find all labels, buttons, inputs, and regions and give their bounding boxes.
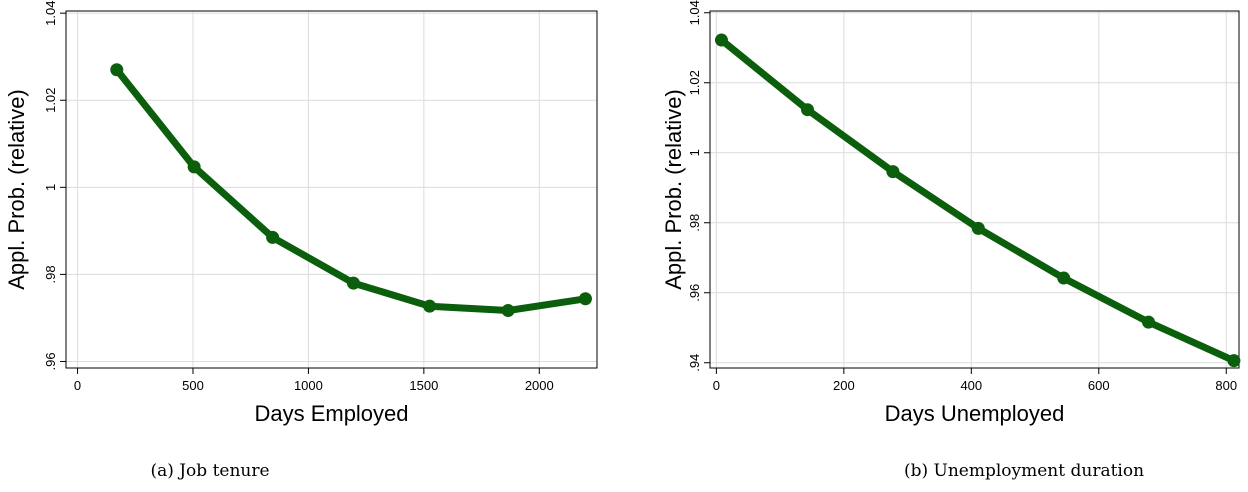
y-tick-label: .96 <box>687 284 702 302</box>
y-tick-label: .96 <box>43 352 58 370</box>
data-point <box>110 63 124 77</box>
x-tick-label: 400 <box>960 378 982 393</box>
data-point <box>1141 315 1155 329</box>
chart-job-tenure: 0 500 1000 1500 2000 .96 .98 1 1.02 1.04 Days Empl… <box>4 1 598 481</box>
data-point <box>578 292 592 306</box>
data-point <box>501 304 515 318</box>
y-tick-label: .94 <box>687 354 702 372</box>
data-point <box>971 221 985 235</box>
y-tick-label: 1.04 <box>687 0 702 25</box>
data-point <box>1057 271 1071 285</box>
x-tick-label: 500 <box>182 378 204 393</box>
data-point <box>1227 354 1241 368</box>
series-line <box>718 36 1238 365</box>
y-axis-title: Appl. Prob. (relative) <box>661 89 686 290</box>
x-tick-label: 0 <box>74 378 81 393</box>
y-axis-title: Appl. Prob. (relative) <box>4 89 29 290</box>
data-point <box>801 103 815 117</box>
x-tick-label: 0 <box>713 378 720 393</box>
data-point <box>423 299 437 313</box>
x-tick-label: 800 <box>1215 378 1237 393</box>
y-tick-label: 1.04 <box>43 1 58 26</box>
plot-frame <box>65 10 598 369</box>
y-tick-label: .98 <box>687 214 702 232</box>
data-point <box>714 33 728 47</box>
x-tick-label: 1500 <box>409 378 438 393</box>
data-point <box>266 230 280 244</box>
data-point <box>187 160 201 174</box>
x-tick-label: 600 <box>1088 378 1110 393</box>
y-tick-label: 1 <box>687 149 702 156</box>
subfigure-caption: (b) Unemployment duration <box>904 461 1144 481</box>
chart-unemployment-duration: 0 200 400 600 800 .94 .96 .98 1 1.02 1.04 Days Unem… <box>661 0 1241 481</box>
y-tick-label: 1.02 <box>43 88 58 113</box>
data-point <box>886 165 900 179</box>
x-tick-label: 1000 <box>294 378 323 393</box>
data-point <box>346 276 360 290</box>
y-tick-label: .98 <box>43 265 58 283</box>
x-axis-title: Days Employed <box>254 401 408 426</box>
x-tick-label: 2000 <box>525 378 554 393</box>
y-tick-label: 1.02 <box>687 70 702 95</box>
plot-frame <box>709 10 1240 369</box>
subfigure-caption: (a) Job tenure <box>150 461 269 481</box>
x-tick-label: 200 <box>833 378 855 393</box>
x-axis-title: Days Unemployed <box>885 401 1065 426</box>
y-tick-label: 1 <box>43 184 58 191</box>
